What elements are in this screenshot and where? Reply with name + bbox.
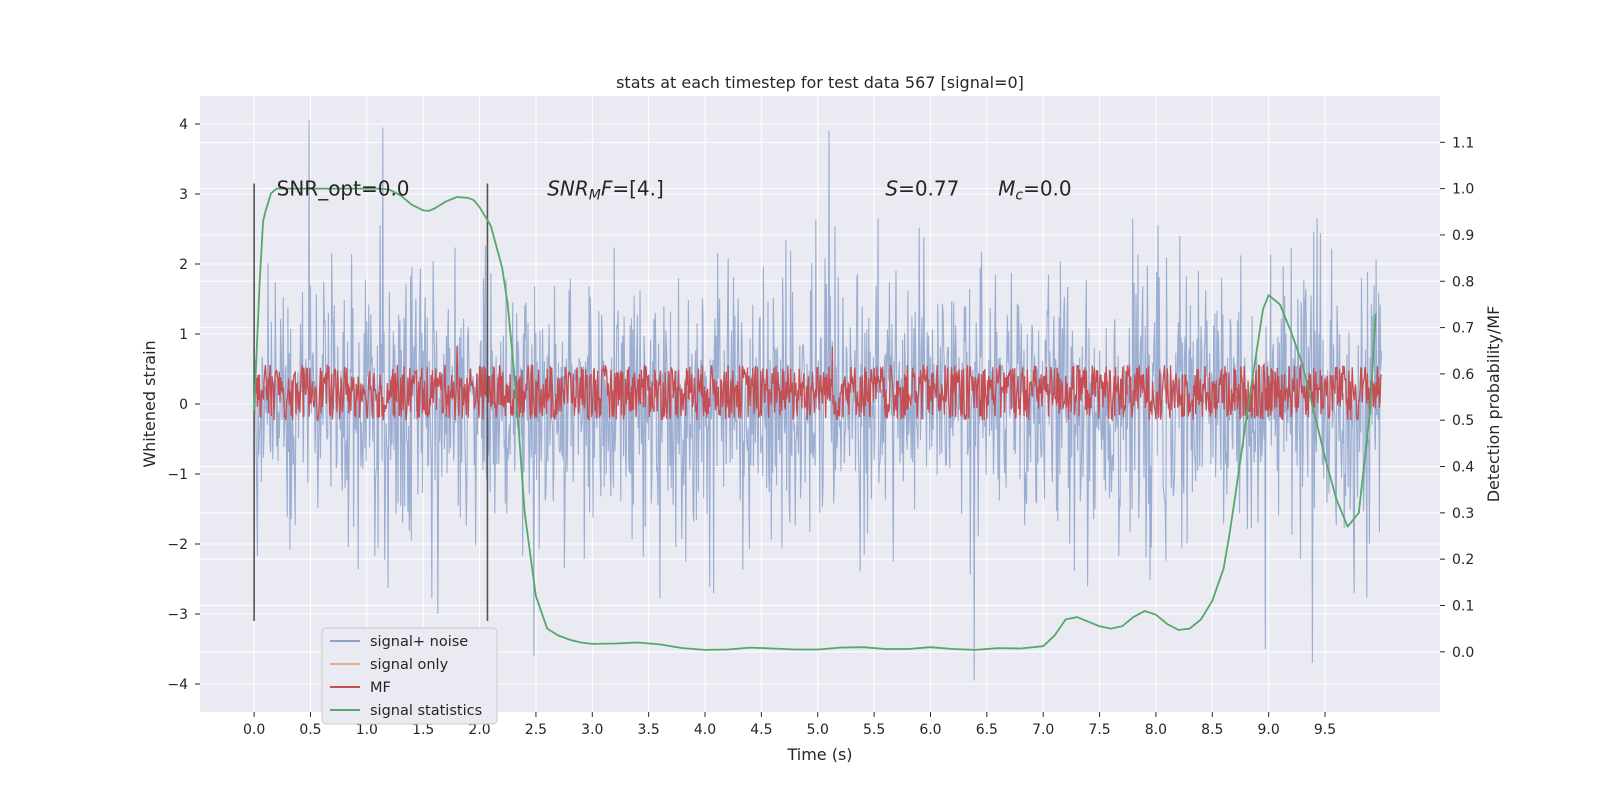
stat-annotation: S=0.77 <box>885 177 959 201</box>
y-axis-label-right: Detection probability/MF <box>1484 306 1503 503</box>
x-tick-label: 8.0 <box>1145 722 1167 738</box>
y-tick-label-right: 0.5 <box>1452 413 1474 429</box>
y-tick-label-right: 0.0 <box>1452 645 1474 661</box>
x-tick-label: 8.5 <box>1201 722 1223 738</box>
x-tick-label: 3.5 <box>638 722 660 738</box>
x-tick-label: 7.5 <box>1088 722 1110 738</box>
y-tick-label-right: 1.0 <box>1452 182 1474 198</box>
x-tick-label: 0.0 <box>243 722 265 738</box>
y-tick-label-left: 0 <box>179 397 188 413</box>
stat-annotation: SNR_opt=0.0 <box>277 177 410 201</box>
y-tick-label-left: 2 <box>179 257 188 273</box>
y-tick-label-right: 0.8 <box>1452 274 1474 290</box>
x-tick-label: 2.5 <box>525 722 547 738</box>
y-tick-label-right: 0.4 <box>1452 460 1474 476</box>
y-tick-label-left: −1 <box>167 467 188 483</box>
y-tick-label-right: 0.2 <box>1452 552 1474 568</box>
x-tick-label: 5.0 <box>807 722 829 738</box>
legend: signal+ noise signal only MF signal statist… <box>321 627 498 725</box>
x-tick-label: 5.5 <box>863 722 885 738</box>
legend-label: MF <box>370 680 391 696</box>
annotations: SNR_opt=0.0 SNRMF=[4.] S=0.77 Mc=0.0 <box>277 177 1072 204</box>
x-tick-label: 7.0 <box>1032 722 1054 738</box>
legend-label: signal only <box>370 657 449 673</box>
x-tick-label: 1.5 <box>412 722 434 738</box>
legend-label: signal+ noise <box>370 634 468 650</box>
y-tick-label-left: −2 <box>167 537 188 553</box>
legend-box <box>321 627 498 725</box>
mf-line <box>253 346 1383 422</box>
x-tick-label: 4.0 <box>694 722 716 738</box>
series-signal-statistics <box>253 187 1377 651</box>
x-tick-label: 6.0 <box>919 722 941 738</box>
x-tick-label: 9.5 <box>1314 722 1336 738</box>
axes: 0.0 0.5 1.0 1.5 2.0 2.5 3.0 3.5 4.0 4.5 5.0 5.5 6.0 6… <box>167 117 1474 738</box>
x-tick-label: 4.5 <box>750 722 772 738</box>
x-tick-label: 0.5 <box>299 722 321 738</box>
y-tick-label-right: 0.1 <box>1452 598 1474 614</box>
series-mf <box>253 346 1383 422</box>
y-tick-label-left: −3 <box>167 607 188 623</box>
legend-label: signal statistics <box>370 703 482 719</box>
y-tick-label-left: 3 <box>179 187 188 203</box>
y-tick-label-left: 1 <box>179 327 188 343</box>
y-tick-label-right: 0.7 <box>1452 321 1474 337</box>
x-tick-label: 2.0 <box>468 722 490 738</box>
chart-title: stats at each timestep for test data 567… <box>616 73 1024 92</box>
x-tick-label: 6.5 <box>976 722 998 738</box>
x-tick-label: 9.0 <box>1258 722 1280 738</box>
y-tick-label-right: 0.9 <box>1452 228 1474 244</box>
y-tick-label-right: 0.3 <box>1452 506 1474 522</box>
x-axis-label: Time (s) <box>786 745 852 764</box>
y-tick-label-right: 1.1 <box>1452 135 1474 151</box>
y-tick-label-left: −4 <box>167 677 188 693</box>
signal-statistics-line <box>253 187 1377 651</box>
stat-annotation: SNRMF=[4.] <box>547 177 664 204</box>
y-tick-label-left: 4 <box>179 117 188 133</box>
x-tick-label: 3.0 <box>581 722 603 738</box>
y-axis-label-left: Whitened strain <box>140 340 159 467</box>
x-tick-label: 1.0 <box>356 722 378 738</box>
stat-annotation: Mc=0.0 <box>998 177 1072 204</box>
y-tick-label-right: 0.6 <box>1452 367 1474 383</box>
